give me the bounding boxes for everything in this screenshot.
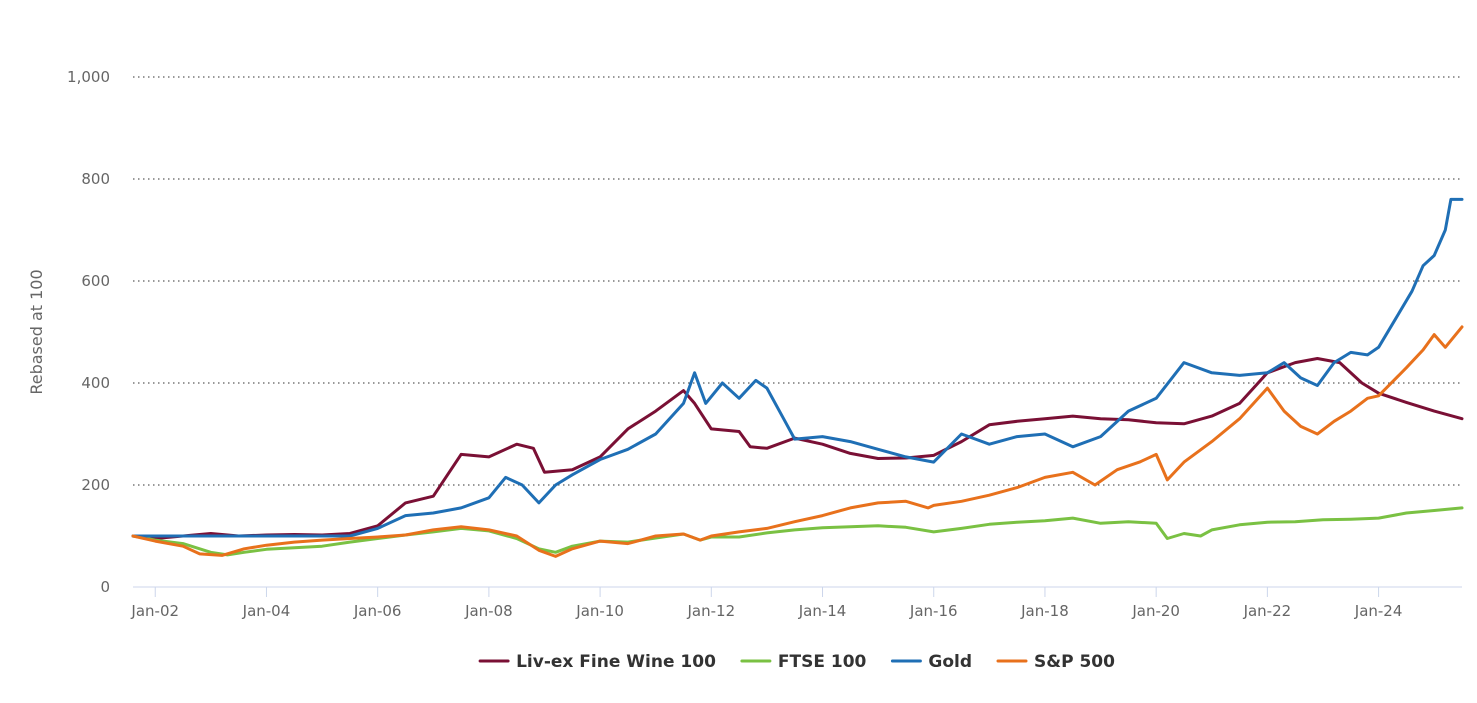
grid-lines — [133, 76, 1462, 486]
x-tick-label: Jan-18 — [1020, 602, 1069, 620]
legend-label: FTSE 100 — [778, 652, 867, 672]
legend-item[interactable]: FTSE 100 — [740, 652, 867, 672]
x-tick-label: Jan-12 — [686, 602, 735, 620]
legend-item[interactable]: Gold — [890, 652, 972, 672]
y-tick-label: 200 — [81, 476, 110, 494]
x-tick-label: Jan-24 — [1354, 602, 1403, 620]
y-tick-label: 1,000 — [67, 68, 110, 86]
x-axis: Jan-02 Jan-04 Jan-06 Jan-08 Jan-10 Jan-12 Jan-… — [130, 586, 1462, 620]
x-tick-label: Jan-06 — [353, 602, 402, 620]
x-tick-label: Jan-20 — [1131, 602, 1180, 620]
y-tick-label: 400 — [81, 374, 110, 392]
series-line-gold — [131, 197, 1464, 538]
x-tick-label: Jan-02 — [130, 602, 179, 620]
y-tick-label: 600 — [81, 272, 110, 290]
y-tick-label: 0 — [100, 578, 110, 596]
x-tick-label: Jan-22 — [1243, 602, 1292, 620]
x-tick-label: Jan-16 — [909, 602, 958, 620]
legend-item[interactable]: Liv-ex Fine Wine 100 — [478, 652, 716, 672]
series-line-s-p-500 — [131, 325, 1464, 558]
legend-item[interactable]: S&P 500 — [996, 652, 1115, 672]
y-axis-title: Rebased at 100 — [27, 269, 46, 394]
x-tick-label: Jan-08 — [464, 602, 513, 620]
legend-label: S&P 500 — [1034, 652, 1115, 672]
legend: Liv-ex Fine Wine 100 FTSE 100 Gold S&P 500 — [478, 652, 1115, 672]
series-line-liv-ex-fine-wine-100 — [131, 357, 1464, 540]
x-tick-label: Jan-04 — [242, 602, 291, 620]
legend-label: Gold — [928, 652, 972, 672]
series-line-ftse-100 — [131, 506, 1464, 557]
x-tick-label: Jan-14 — [798, 602, 847, 620]
y-tick-label: 800 — [81, 170, 110, 188]
y-axis: 0 200 400 600 800 1,000 — [67, 68, 110, 596]
series-lines — [131, 197, 1464, 558]
x-tick-label: Jan-10 — [575, 602, 624, 620]
legend-label: Liv-ex Fine Wine 100 — [516, 652, 716, 672]
